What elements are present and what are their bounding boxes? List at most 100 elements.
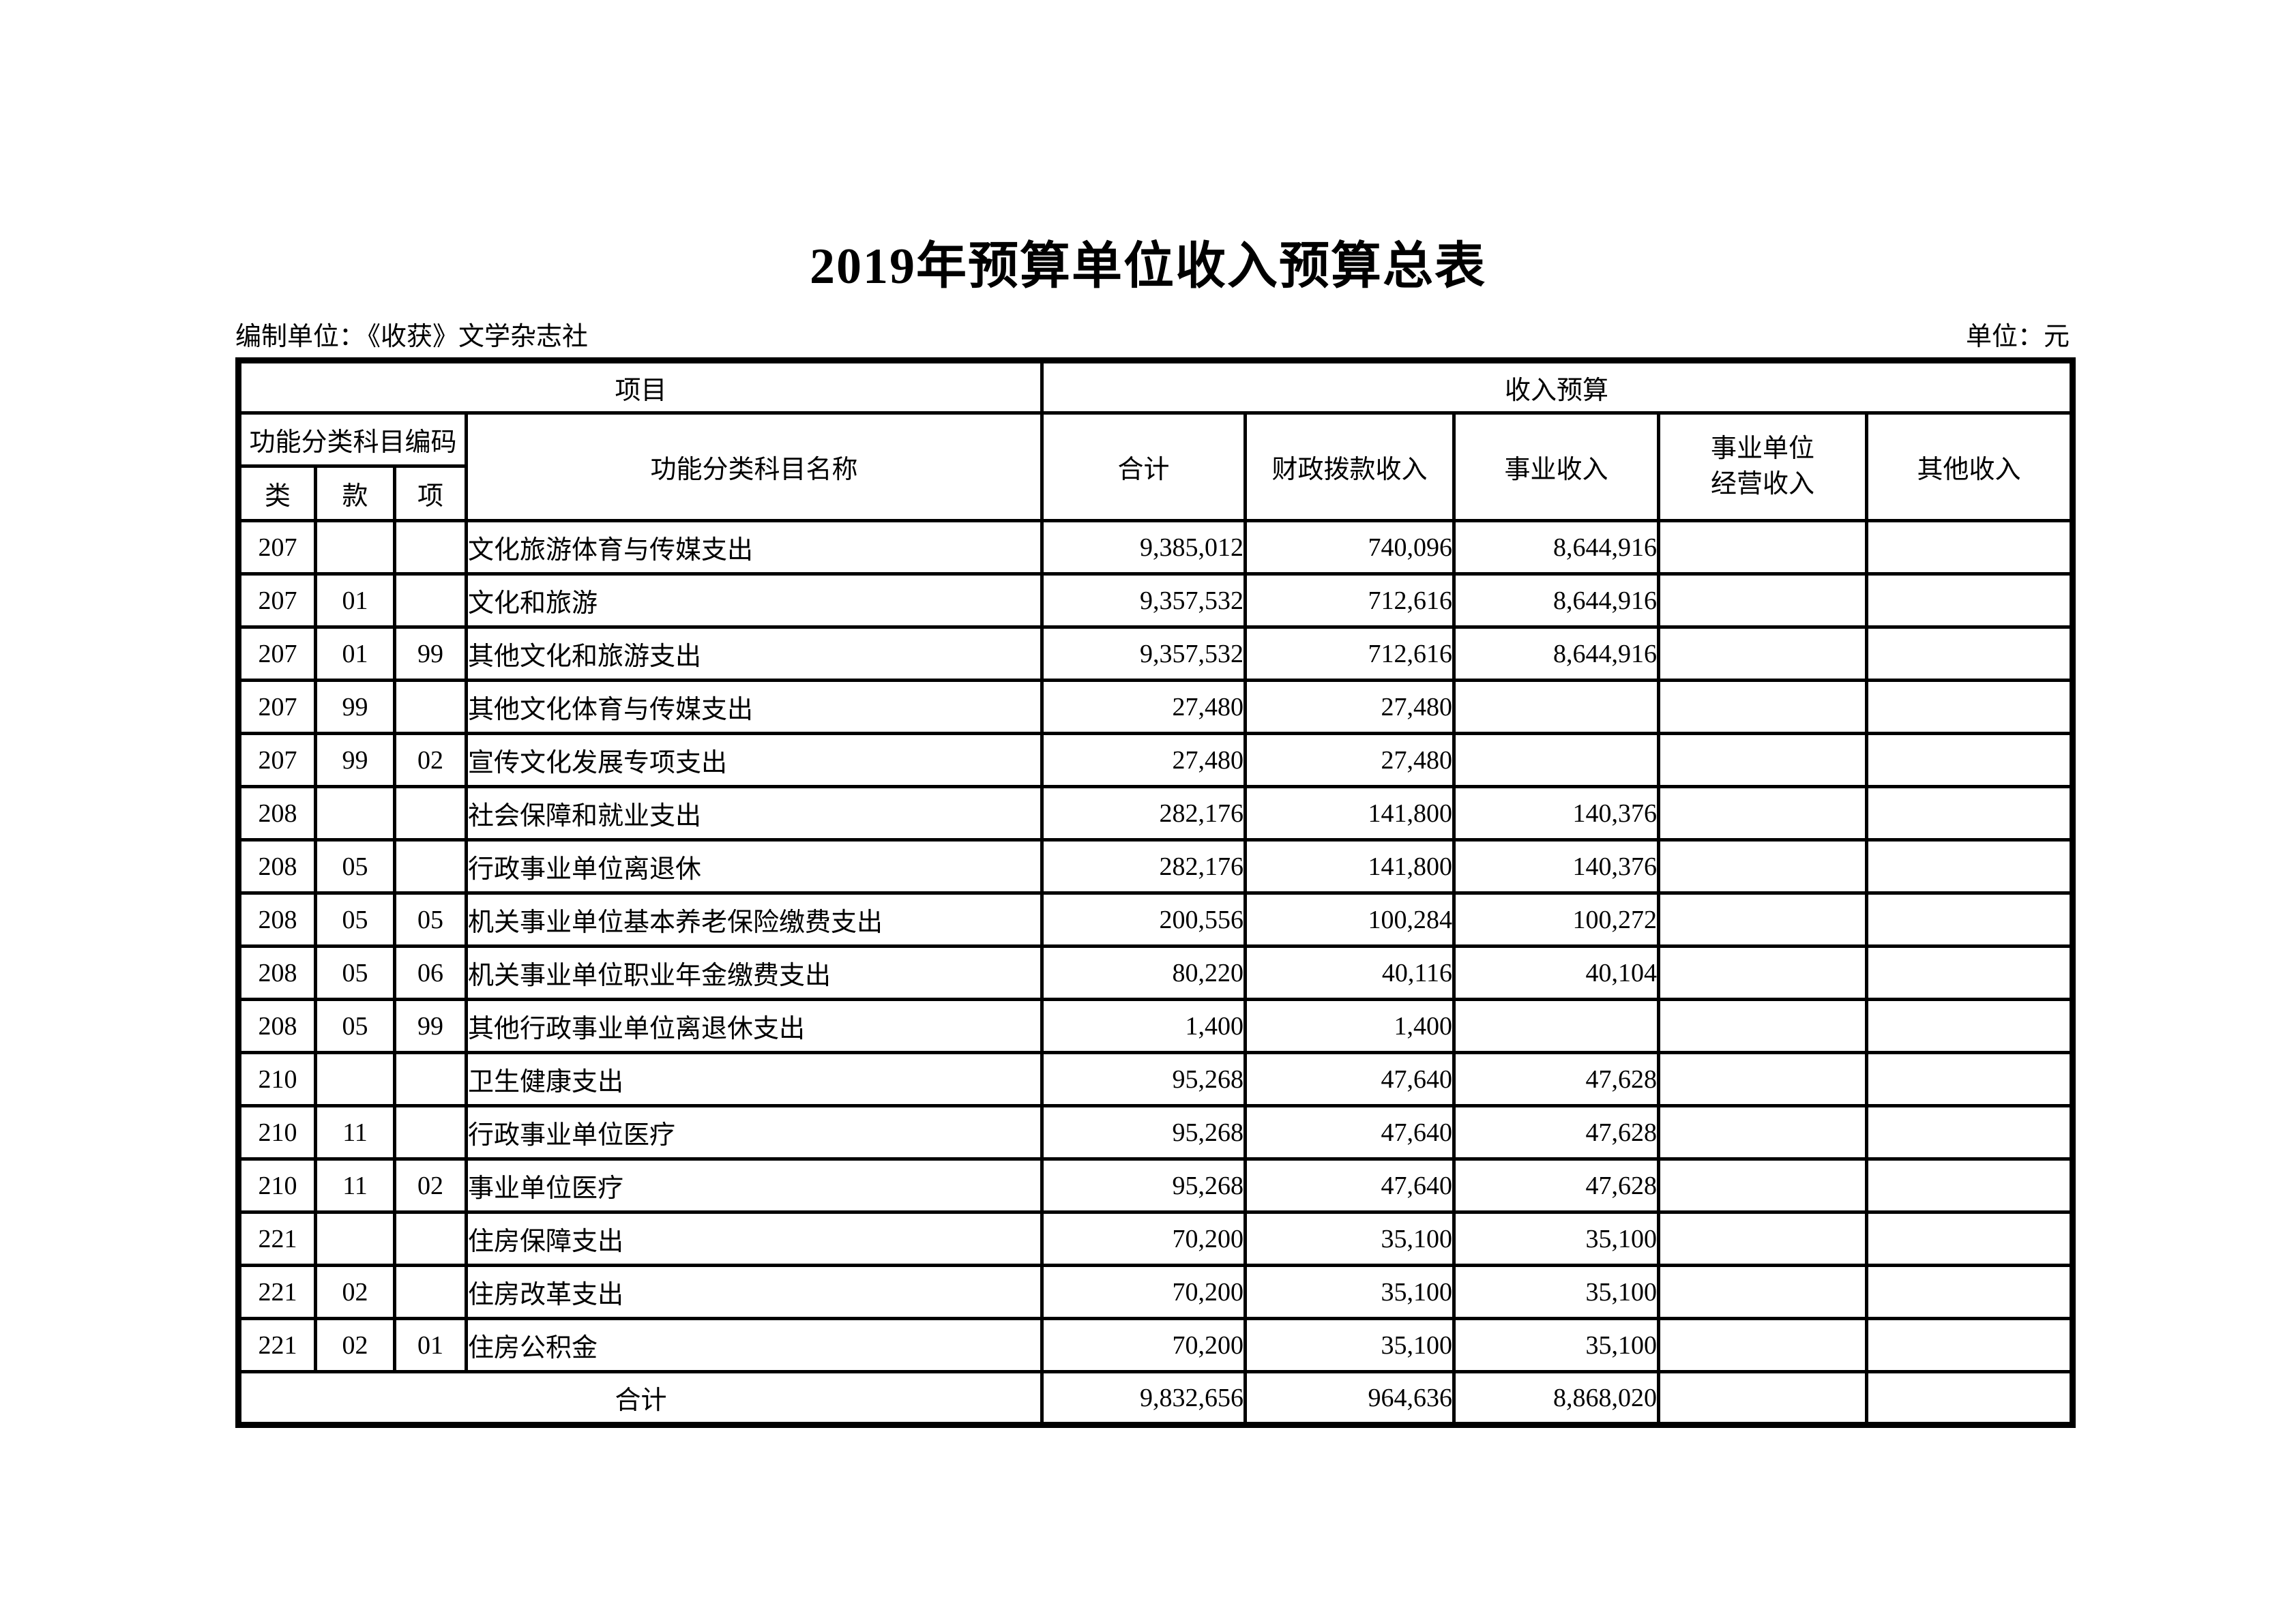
table-body: 207 文化旅游体育与传媒支出 9,385,012 740,096 8,644,… xyxy=(237,519,2075,1373)
cell-operating xyxy=(1657,1264,1869,1320)
cell-xiang xyxy=(393,679,468,735)
cell-lei: 208 xyxy=(237,998,317,1054)
cell-total: 27,480 xyxy=(1040,732,1248,788)
cell-other xyxy=(1865,944,2075,1001)
cell-kuan: 01 xyxy=(314,572,396,629)
cell-name: 社会保障和就业支出 xyxy=(464,785,1044,842)
cell-total: 282,176 xyxy=(1040,838,1248,895)
cell-xiang xyxy=(393,1264,468,1320)
cell-other xyxy=(1865,519,2075,576)
cell-business: 35,100 xyxy=(1452,1210,1661,1267)
cell-lei: 208 xyxy=(237,785,317,842)
table-row: 221 02 01 住房公积金 70,200 35,100 35,100 xyxy=(237,1317,2075,1373)
cell-operating xyxy=(1657,998,1869,1054)
cell-total: 70,200 xyxy=(1040,1264,1248,1320)
cell-xiang: 02 xyxy=(393,732,468,788)
cell-operating xyxy=(1657,572,1869,629)
cell-business: 140,376 xyxy=(1452,838,1661,895)
cell-lei: 221 xyxy=(237,1264,317,1320)
cell-other xyxy=(1865,1317,2075,1373)
cell-lei: 221 xyxy=(237,1210,317,1267)
cell-fiscal: 1,400 xyxy=(1243,998,1456,1054)
table-row: 207 01 文化和旅游 9,357,532 712,616 8,644,916 xyxy=(237,572,2075,629)
cell-fiscal: 40,116 xyxy=(1243,944,1456,1001)
cell-name: 行政事业单位医疗 xyxy=(464,1104,1044,1161)
cell-other xyxy=(1865,679,2075,735)
cell-xiang xyxy=(393,1104,468,1161)
cell-business: 35,100 xyxy=(1452,1317,1661,1373)
table-row: 221 住房保障支出 70,200 35,100 35,100 xyxy=(237,1210,2075,1267)
header-xiang: 项 xyxy=(393,464,468,522)
table-row: 208 05 99 其他行政事业单位离退休支出 1,400 1,400 xyxy=(237,998,2075,1054)
table-row: 210 11 行政事业单位医疗 95,268 47,640 47,628 xyxy=(237,1104,2075,1161)
cell-business xyxy=(1452,998,1661,1054)
cell-total: 95,268 xyxy=(1040,1104,1248,1161)
cell-xiang xyxy=(393,1210,468,1267)
cell-fiscal: 47,640 xyxy=(1243,1157,1456,1214)
header-project: 项目 xyxy=(236,359,1044,415)
cell-kuan: 99 xyxy=(314,679,396,735)
total-row: 合计 9,832,656 964,636 8,868,020 xyxy=(236,1370,2075,1427)
budget-table: 项目 收入预算 功能分类科目编码 功能分类科目名称 合计 财政拨款收入 事业收入… xyxy=(235,357,2076,1428)
cell-kuan: 05 xyxy=(314,998,396,1054)
cell-name: 卫生健康支出 xyxy=(464,1051,1044,1107)
table-row: 208 05 06 机关事业单位职业年金缴费支出 80,220 40,116 4… xyxy=(237,944,2075,1001)
cell-name: 事业单位医疗 xyxy=(464,1157,1044,1214)
cell-kuan xyxy=(314,1210,396,1267)
cell-other xyxy=(1865,838,2075,895)
cell-xiang xyxy=(393,785,468,842)
cell-xiang: 05 xyxy=(393,891,468,948)
cell-xiang: 99 xyxy=(393,998,468,1054)
cell-kuan: 11 xyxy=(314,1157,396,1214)
cell-name: 文化和旅游 xyxy=(464,572,1044,629)
cell-fiscal: 27,480 xyxy=(1243,732,1456,788)
cell-total: 9,357,532 xyxy=(1040,625,1248,682)
cell-name: 住房保障支出 xyxy=(464,1210,1044,1267)
header-row-1: 项目 收入预算 xyxy=(236,359,2075,415)
cell-lei: 210 xyxy=(237,1157,317,1214)
cell-operating xyxy=(1657,625,1869,682)
total-fiscal: 964,636 xyxy=(1243,1370,1456,1427)
cell-lei: 210 xyxy=(237,1104,317,1161)
cell-operating xyxy=(1657,944,1869,1001)
cell-kuan: 99 xyxy=(314,732,396,788)
cell-total: 95,268 xyxy=(1040,1157,1248,1214)
cell-operating xyxy=(1657,891,1869,948)
cell-lei: 207 xyxy=(237,679,317,735)
cell-total: 1,400 xyxy=(1040,998,1248,1054)
cell-other xyxy=(1865,625,2075,682)
table-row: 207 01 99 其他文化和旅游支出 9,357,532 712,616 8,… xyxy=(237,625,2075,682)
cell-other xyxy=(1865,1264,2075,1320)
cell-name: 宣传文化发展专项支出 xyxy=(464,732,1044,788)
cell-lei: 210 xyxy=(237,1051,317,1107)
cell-total: 200,556 xyxy=(1040,891,1248,948)
cell-other xyxy=(1865,1210,2075,1267)
cell-business: 47,628 xyxy=(1452,1104,1661,1161)
cell-kuan: 01 xyxy=(314,625,396,682)
cell-business: 40,104 xyxy=(1452,944,1661,1001)
header-operating: 事业单位经营收入 xyxy=(1657,411,1869,522)
cell-other xyxy=(1865,1157,2075,1214)
cell-operating xyxy=(1657,679,1869,735)
cell-kuan: 05 xyxy=(314,838,396,895)
cell-total: 70,200 xyxy=(1040,1210,1248,1267)
cell-other xyxy=(1865,1104,2075,1161)
cell-kuan: 02 xyxy=(314,1317,396,1373)
cell-operating xyxy=(1657,1210,1869,1267)
cell-total: 27,480 xyxy=(1040,679,1248,735)
cell-operating xyxy=(1657,732,1869,788)
cell-operating xyxy=(1657,519,1869,576)
header-code-group: 功能分类科目编码 xyxy=(237,411,468,468)
prepared-by: 编制单位： 《收获》文学杂志社 xyxy=(235,315,591,353)
table-row: 208 05 05 机关事业单位基本养老保险缴费支出 200,556 100,2… xyxy=(237,891,2075,948)
cell-name: 机关事业单位基本养老保险缴费支出 xyxy=(464,891,1044,948)
cell-xiang: 06 xyxy=(393,944,468,1001)
cell-other xyxy=(1865,891,2075,948)
header-name: 功能分类科目名称 xyxy=(464,411,1044,522)
cell-fiscal: 27,480 xyxy=(1243,679,1456,735)
table-row: 210 11 02 事业单位医疗 95,268 47,640 47,628 xyxy=(237,1157,2075,1214)
cell-business: 8,644,916 xyxy=(1452,572,1661,629)
prepared-by-value: 《收获》文学杂志社 xyxy=(368,323,589,351)
table-row: 210 卫生健康支出 95,268 47,640 47,628 xyxy=(237,1051,2075,1107)
cell-name: 住房公积金 xyxy=(464,1317,1044,1373)
